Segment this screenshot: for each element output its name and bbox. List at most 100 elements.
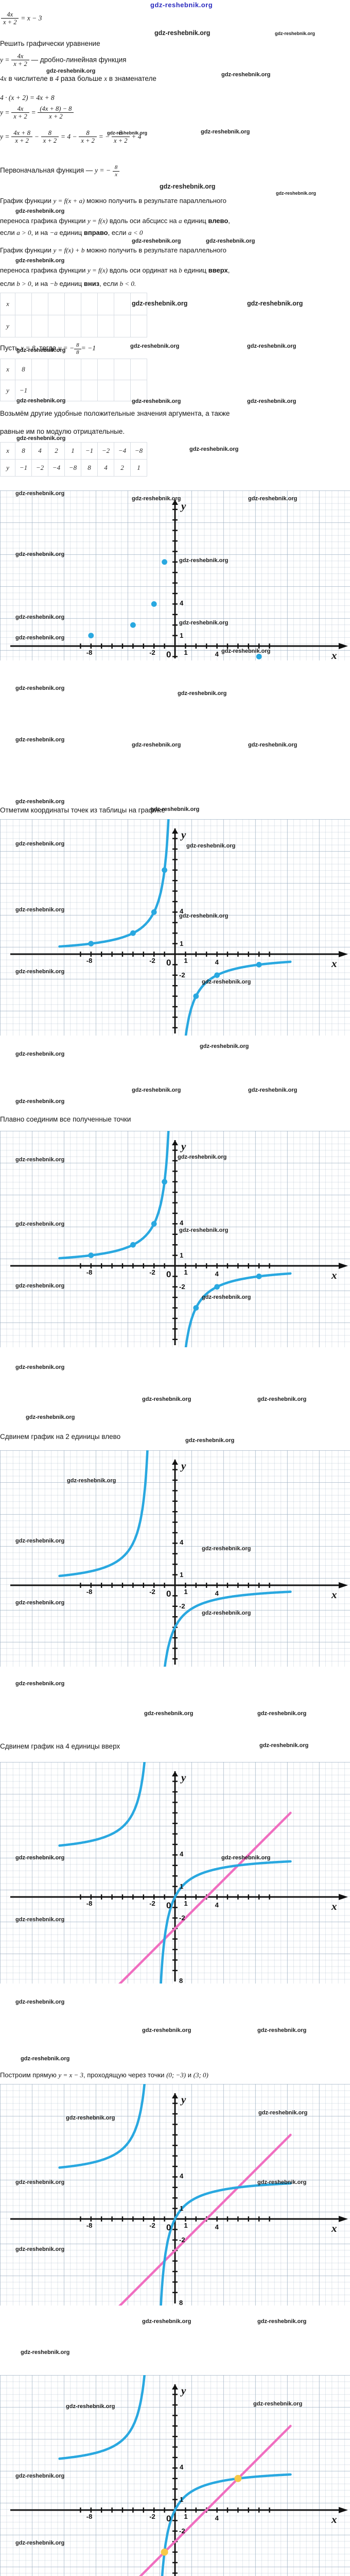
watermark: gdz-reshebnik.org bbox=[247, 398, 296, 404]
axis-tick-label: 4 bbox=[215, 958, 219, 966]
table-row-label: y bbox=[0, 315, 15, 337]
axis-tick-label: -2 bbox=[149, 957, 155, 964]
axis-tick-label: 1 bbox=[180, 1251, 184, 1259]
watermark: gdz-reshebnik.org bbox=[144, 1710, 194, 1717]
axis-tick-label: 1 bbox=[184, 2513, 188, 2520]
table-cell bbox=[114, 315, 131, 337]
table-cell: 8 bbox=[81, 459, 98, 477]
axis-tick-label: 1 bbox=[184, 957, 188, 964]
table-row: y −1 bbox=[0, 380, 147, 401]
axis-tick-label: 1 bbox=[180, 2204, 184, 2212]
watermark: gdz-reshebnik.org bbox=[160, 183, 216, 190]
other-values-line1: Возьмём другие удобные положительные зна… bbox=[0, 410, 230, 417]
axis-tick-label: -8 bbox=[86, 649, 93, 656]
watermark: gdz-reshebnik.org bbox=[206, 238, 255, 244]
shift-up-text: Сдвинем график на 4 единицы вверх bbox=[0, 1742, 120, 1750]
watermark: gdz-reshebnik.org bbox=[26, 1414, 75, 1420]
axis-tick-label: 1 bbox=[184, 1588, 188, 1596]
y-axis-label: y bbox=[181, 1771, 186, 1784]
watermark: gdz-reshebnik.org bbox=[178, 690, 227, 697]
shift-y-rule-line3: если b > 0, и на −b единиц вниз, если b … bbox=[0, 280, 136, 287]
axis-tick-label: 0 bbox=[166, 1589, 171, 1599]
watermark: gdz-reshebnik.org bbox=[257, 2318, 307, 2325]
axis-tick-label: -2 bbox=[149, 1268, 155, 1276]
table-cell bbox=[64, 293, 81, 315]
y-axis-label: y bbox=[181, 500, 186, 512]
connect-points-text: Плавно соединим все полученные точки bbox=[0, 1115, 131, 1123]
watermark: gdz-reshebnik.org bbox=[15, 1999, 65, 2005]
axis-tick-label: 1 bbox=[180, 1570, 184, 1579]
y-fraction: 4x x + 2 bbox=[11, 53, 29, 68]
chart-hyperbola-base: -8 -2 0 1 4 1 4 -2 8 y x bbox=[0, 819, 350, 1036]
axis-tick-label: 4 bbox=[180, 599, 184, 607]
table-cell bbox=[81, 293, 98, 315]
watermark: gdz-reshebnik.org bbox=[15, 258, 65, 264]
table-cell: 2 bbox=[48, 442, 65, 460]
table-cell bbox=[15, 315, 32, 337]
axis-tick-label: 4 bbox=[215, 2514, 219, 2522]
axis-tick-label: 4 bbox=[215, 650, 219, 658]
axis-tick-label: 4 bbox=[180, 907, 184, 916]
table-cell: −4 bbox=[114, 442, 131, 460]
table-cell bbox=[64, 315, 81, 337]
table-cell bbox=[81, 380, 98, 401]
table-cell: 1 bbox=[64, 442, 81, 460]
axis-tick-label: -2 bbox=[179, 1602, 185, 1610]
numerator-note: 4x в числителе в 4 раза больше x в знаме… bbox=[0, 75, 156, 82]
axis-tick-label: -8 bbox=[86, 1900, 93, 1907]
watermark: gdz-reshebnik.org bbox=[276, 191, 317, 196]
table-row-label: x bbox=[0, 442, 15, 460]
x-axis-label: x bbox=[331, 1588, 337, 1601]
axis-tick-label: -2 bbox=[149, 649, 155, 656]
other-values-line2: равные им по модулю отрицательные. bbox=[0, 428, 125, 435]
watermark: gdz-reshebnik.org bbox=[132, 238, 181, 244]
axis-tick-label: -2 bbox=[149, 2513, 155, 2520]
axis-tick-label: 0 bbox=[166, 2223, 171, 2232]
watermark: gdz-reshebnik.org bbox=[15, 799, 65, 805]
watermark: gdz-reshebnik.org bbox=[16, 435, 66, 442]
x-axis-label: x bbox=[331, 957, 337, 970]
axis-tick-label: 8 bbox=[179, 1977, 183, 1984]
axis-tick-label: 8 bbox=[179, 1346, 183, 1347]
fraction-linear-line: y = 4x x + 2 — дробно-линейная функция bbox=[0, 53, 127, 68]
table-cell bbox=[64, 359, 81, 380]
watermark: gdz-reshebnik.org bbox=[257, 1396, 307, 1402]
site-title: gdz-reshebnik.org bbox=[150, 1, 213, 9]
axis-tick-label: 0 bbox=[166, 650, 171, 659]
table-cell bbox=[97, 380, 114, 401]
watermark: gdz-reshebnik.org bbox=[132, 1087, 181, 1093]
axis-tick-label: -2 bbox=[179, 1282, 185, 1291]
watermark: gdz-reshebnik.org bbox=[247, 343, 296, 349]
watermark: gdz-reshebnik.org bbox=[132, 742, 181, 748]
axis-tick-label: 8 bbox=[179, 1665, 183, 1667]
table-cell: −8 bbox=[64, 459, 81, 477]
x-axis-label: x bbox=[331, 649, 337, 660]
table-cell bbox=[31, 359, 48, 380]
axis-tick-label: -2 bbox=[149, 2222, 155, 2229]
watermark: gdz-reshebnik.org bbox=[189, 446, 239, 452]
watermark: gdz-reshebnik.org bbox=[15, 1051, 65, 1057]
axis-tick-label: 4 bbox=[180, 1850, 184, 1858]
watermark: gdz-reshebnik.org bbox=[221, 72, 271, 78]
table-cell bbox=[81, 315, 98, 337]
table-cell bbox=[48, 380, 65, 401]
axis-tick-label: 0 bbox=[166, 1901, 171, 1910]
x-axis-label: x bbox=[331, 1269, 337, 1281]
watermark: gdz-reshebnik.org bbox=[154, 29, 211, 37]
watermark: gdz-reshebnik.org bbox=[201, 129, 250, 135]
table-row: y −1 −2 −4 −8 8 4 2 1 bbox=[0, 459, 147, 477]
table-cell bbox=[48, 293, 65, 315]
y-axis-label: y bbox=[181, 1460, 186, 1472]
table-cell bbox=[31, 380, 48, 401]
table-cell: −1 bbox=[15, 459, 32, 477]
axis-tick-label: 1 bbox=[180, 1882, 184, 1890]
axis-tick-label: -2 bbox=[149, 1900, 155, 1907]
fraction-linear-label: — дробно-линейная функция bbox=[31, 56, 127, 64]
axis-tick-label: 1 bbox=[180, 631, 184, 639]
table-cell: 1 bbox=[130, 459, 147, 477]
